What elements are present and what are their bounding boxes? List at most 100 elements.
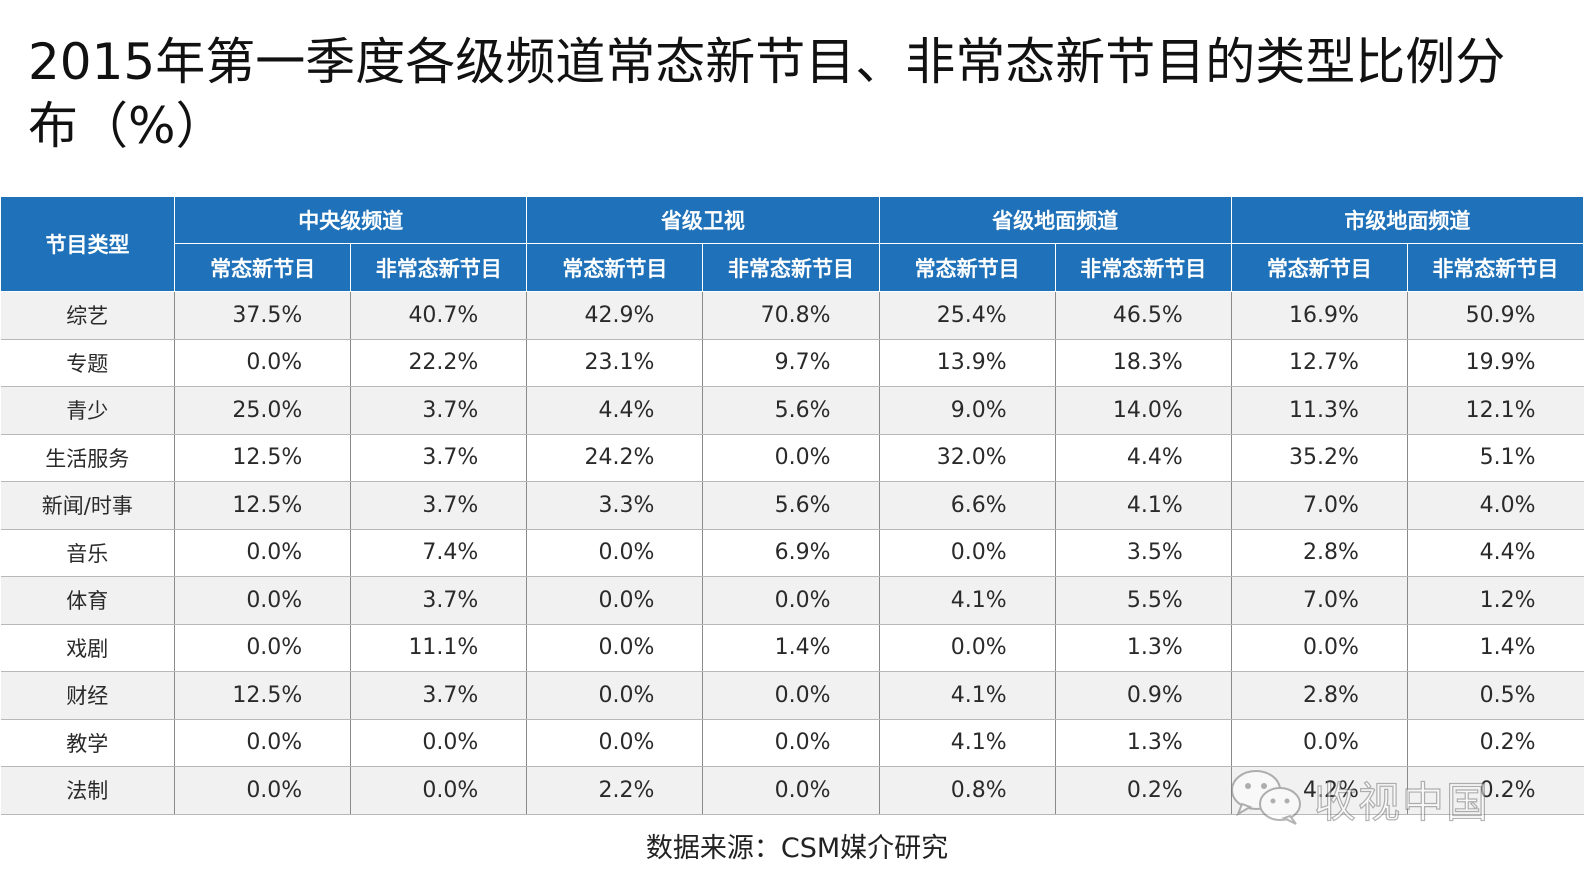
row-program-type: 专题 [0, 339, 176, 387]
subheader-irregular: 非常态新节目 [702, 243, 880, 292]
table-cell-value: 25.4% [879, 291, 1056, 340]
table-cell-value: 3.7% [350, 386, 528, 435]
table-cell-value: 0.0% [526, 624, 704, 672]
table-cell-value: 0.0% [350, 766, 528, 815]
table-cell-value: 12.5% [174, 434, 352, 482]
table-cell-value: 11.1% [350, 624, 528, 672]
table-cell-value: 6.6% [879, 481, 1056, 530]
row-program-type: 音乐 [0, 529, 176, 577]
table-row: 生活服务 12.5% 3.7% 24.2% 0.0% 32.0% 4.4% 35.2% 5.1% [0, 434, 1584, 482]
table-cell-value: 0.0% [1231, 719, 1408, 767]
table-cell-value: 3.3% [526, 481, 704, 530]
wechat-icon [1228, 766, 1306, 832]
table-cell-value: 23.1% [526, 339, 704, 387]
subheader-regular: 常态新节目 [878, 243, 1056, 292]
table-cell-value: 11.3% [1231, 386, 1408, 435]
row-program-type: 财经 [0, 671, 176, 720]
table-cell-value: 9.7% [702, 339, 880, 387]
table-row: 教学 0.0% 0.0% 0.0% 0.0% 4.1% 1.3% 0.0% 0.2% [0, 719, 1584, 767]
subheader-regular: 常态新节目 [1230, 243, 1408, 292]
subheader-regular: 常态新节目 [526, 243, 704, 292]
table-cell-value: 0.0% [879, 529, 1056, 577]
table-cell-value: 4.4% [1055, 434, 1232, 482]
row-program-type: 新闻/时事 [0, 481, 176, 530]
row-program-type: 戏剧 [0, 624, 176, 672]
subheader-irregular: 非常态新节目 [1054, 243, 1232, 292]
table-cell-value: 25.0% [174, 386, 352, 435]
table-body: 综艺 37.5% 40.7% 42.9% 70.8% 25.4% 46.5% 16.9% 50.… [0, 291, 1584, 815]
row-program-type: 生活服务 [0, 434, 176, 482]
table-cell-value: 0.0% [526, 576, 704, 625]
table-cell-value: 13.9% [879, 339, 1056, 387]
table-cell-value: 1.3% [1055, 624, 1232, 672]
table-cell-value: 0.0% [702, 719, 880, 767]
table-cell-value: 1.3% [1055, 719, 1232, 767]
table-cell-value: 0.2% [1407, 766, 1584, 815]
table-cell-value: 32.0% [879, 434, 1056, 482]
data-table-container: 节目类型 中央级频道 省级卫视 省级地面频道 市级地面频道 常态新节目 非常态新… [0, 196, 1584, 815]
table-cell-value: 4.1% [879, 576, 1056, 625]
table-row: 财经 12.5% 3.7% 0.0% 0.0% 4.1% 0.9% 2.8% 0.5% [0, 671, 1584, 720]
table-row: 法制 0.0% 0.0% 2.2% 0.0% 0.8% 0.2% 4.2% 0.2% [0, 766, 1584, 815]
data-source-note: 数据来源：CSM媒介研究 [645, 833, 949, 864]
table-cell-value: 19.9% [1407, 339, 1584, 387]
table-cell-value: 7.4% [350, 529, 528, 577]
table-cell-value: 4.1% [1055, 481, 1232, 530]
table-cell-value: 3.7% [350, 576, 528, 625]
program-type-table: 节目类型 中央级频道 省级卫视 省级地面频道 市级地面频道 常态新节目 非常态新… [0, 196, 1584, 815]
table-row: 新闻/时事 12.5% 3.7% 3.3% 5.6% 6.6% 4.1% 7.0% 4.0% [0, 481, 1584, 530]
table-cell-value: 14.0% [1055, 386, 1232, 435]
header-group-city-terrestrial: 市级地面频道 [1230, 196, 1584, 244]
table-cell-value: 4.1% [879, 719, 1056, 767]
table-cell-value: 0.0% [702, 576, 880, 625]
row-program-type: 综艺 [0, 291, 176, 340]
table-cell-value: 0.2% [1055, 766, 1232, 815]
page-title: 2015年第一季度各级频道常态新节目、非常态新节目的类型比例分布（%） [28, 33, 1506, 155]
row-program-type: 教学 [0, 719, 176, 767]
table-row: 专题 0.0% 22.2% 23.1% 9.7% 13.9% 18.3% 12.7% 19.9% [0, 339, 1584, 387]
row-program-type: 法制 [0, 766, 176, 815]
table-cell-value: 4.0% [1407, 481, 1584, 530]
table-cell-value: 0.0% [879, 624, 1056, 672]
row-program-type: 体育 [0, 576, 176, 625]
row-program-type: 青少 [0, 386, 176, 435]
table-cell-value: 4.1% [879, 671, 1056, 720]
table-cell-value: 5.5% [1055, 576, 1232, 625]
table-cell-value: 0.9% [1055, 671, 1232, 720]
table-cell-value: 0.0% [702, 766, 880, 815]
header-group-provincial-satellite: 省级卫视 [526, 196, 880, 244]
table-cell-value: 6.9% [702, 529, 880, 577]
table-cell-value: 1.4% [1407, 624, 1584, 672]
table-row: 综艺 37.5% 40.7% 42.9% 70.8% 25.4% 46.5% 16.9% 50.… [0, 291, 1584, 340]
table-cell-value: 70.8% [702, 291, 880, 340]
table-row: 体育 0.0% 3.7% 0.0% 0.0% 4.1% 5.5% 7.0% 1.2% [0, 576, 1584, 625]
header-group-central: 中央级频道 [174, 196, 528, 244]
table-cell-value: 0.0% [174, 719, 352, 767]
table-cell-value: 4.4% [526, 386, 704, 435]
subheader-irregular: 非常态新节目 [350, 243, 528, 292]
table-cell-value: 7.0% [1231, 576, 1408, 625]
header-group-provincial-terrestrial: 省级地面频道 [878, 196, 1232, 244]
table-cell-value: 0.5% [1407, 671, 1584, 720]
table-cell-value: 2.8% [1231, 529, 1408, 577]
watermark-text: 收视中国 [1313, 777, 1491, 827]
table-cell-value: 4.4% [1407, 529, 1584, 577]
table-cell-value: 0.0% [702, 434, 880, 482]
table-row: 音乐 0.0% 7.4% 0.0% 6.9% 0.0% 3.5% 2.8% 4.4% [0, 529, 1584, 577]
watermark: 收视中国 [1228, 766, 1490, 832]
table-cell-value: 0.0% [174, 529, 352, 577]
table-cell-value: 5.6% [702, 386, 880, 435]
header-program-type: 节目类型 [0, 196, 176, 292]
table-cell-value: 9.0% [879, 386, 1056, 435]
table-row: 青少 25.0% 3.7% 4.4% 5.6% 9.0% 14.0% 11.3% 12.1% [0, 386, 1584, 435]
subheader-regular: 常态新节目 [174, 243, 352, 292]
table-cell-value: 0.0% [174, 339, 352, 387]
table-cell-value: 2.8% [1231, 671, 1408, 720]
table-cell-value: 0.0% [174, 576, 352, 625]
table-cell-value: 22.2% [350, 339, 528, 387]
table-cell-value: 0.0% [174, 624, 352, 672]
table-cell-value: 18.3% [1055, 339, 1232, 387]
table-cell-value: 2.2% [526, 766, 704, 815]
table-cell-value: 0.0% [526, 719, 704, 767]
table-cell-value: 37.5% [174, 291, 352, 340]
